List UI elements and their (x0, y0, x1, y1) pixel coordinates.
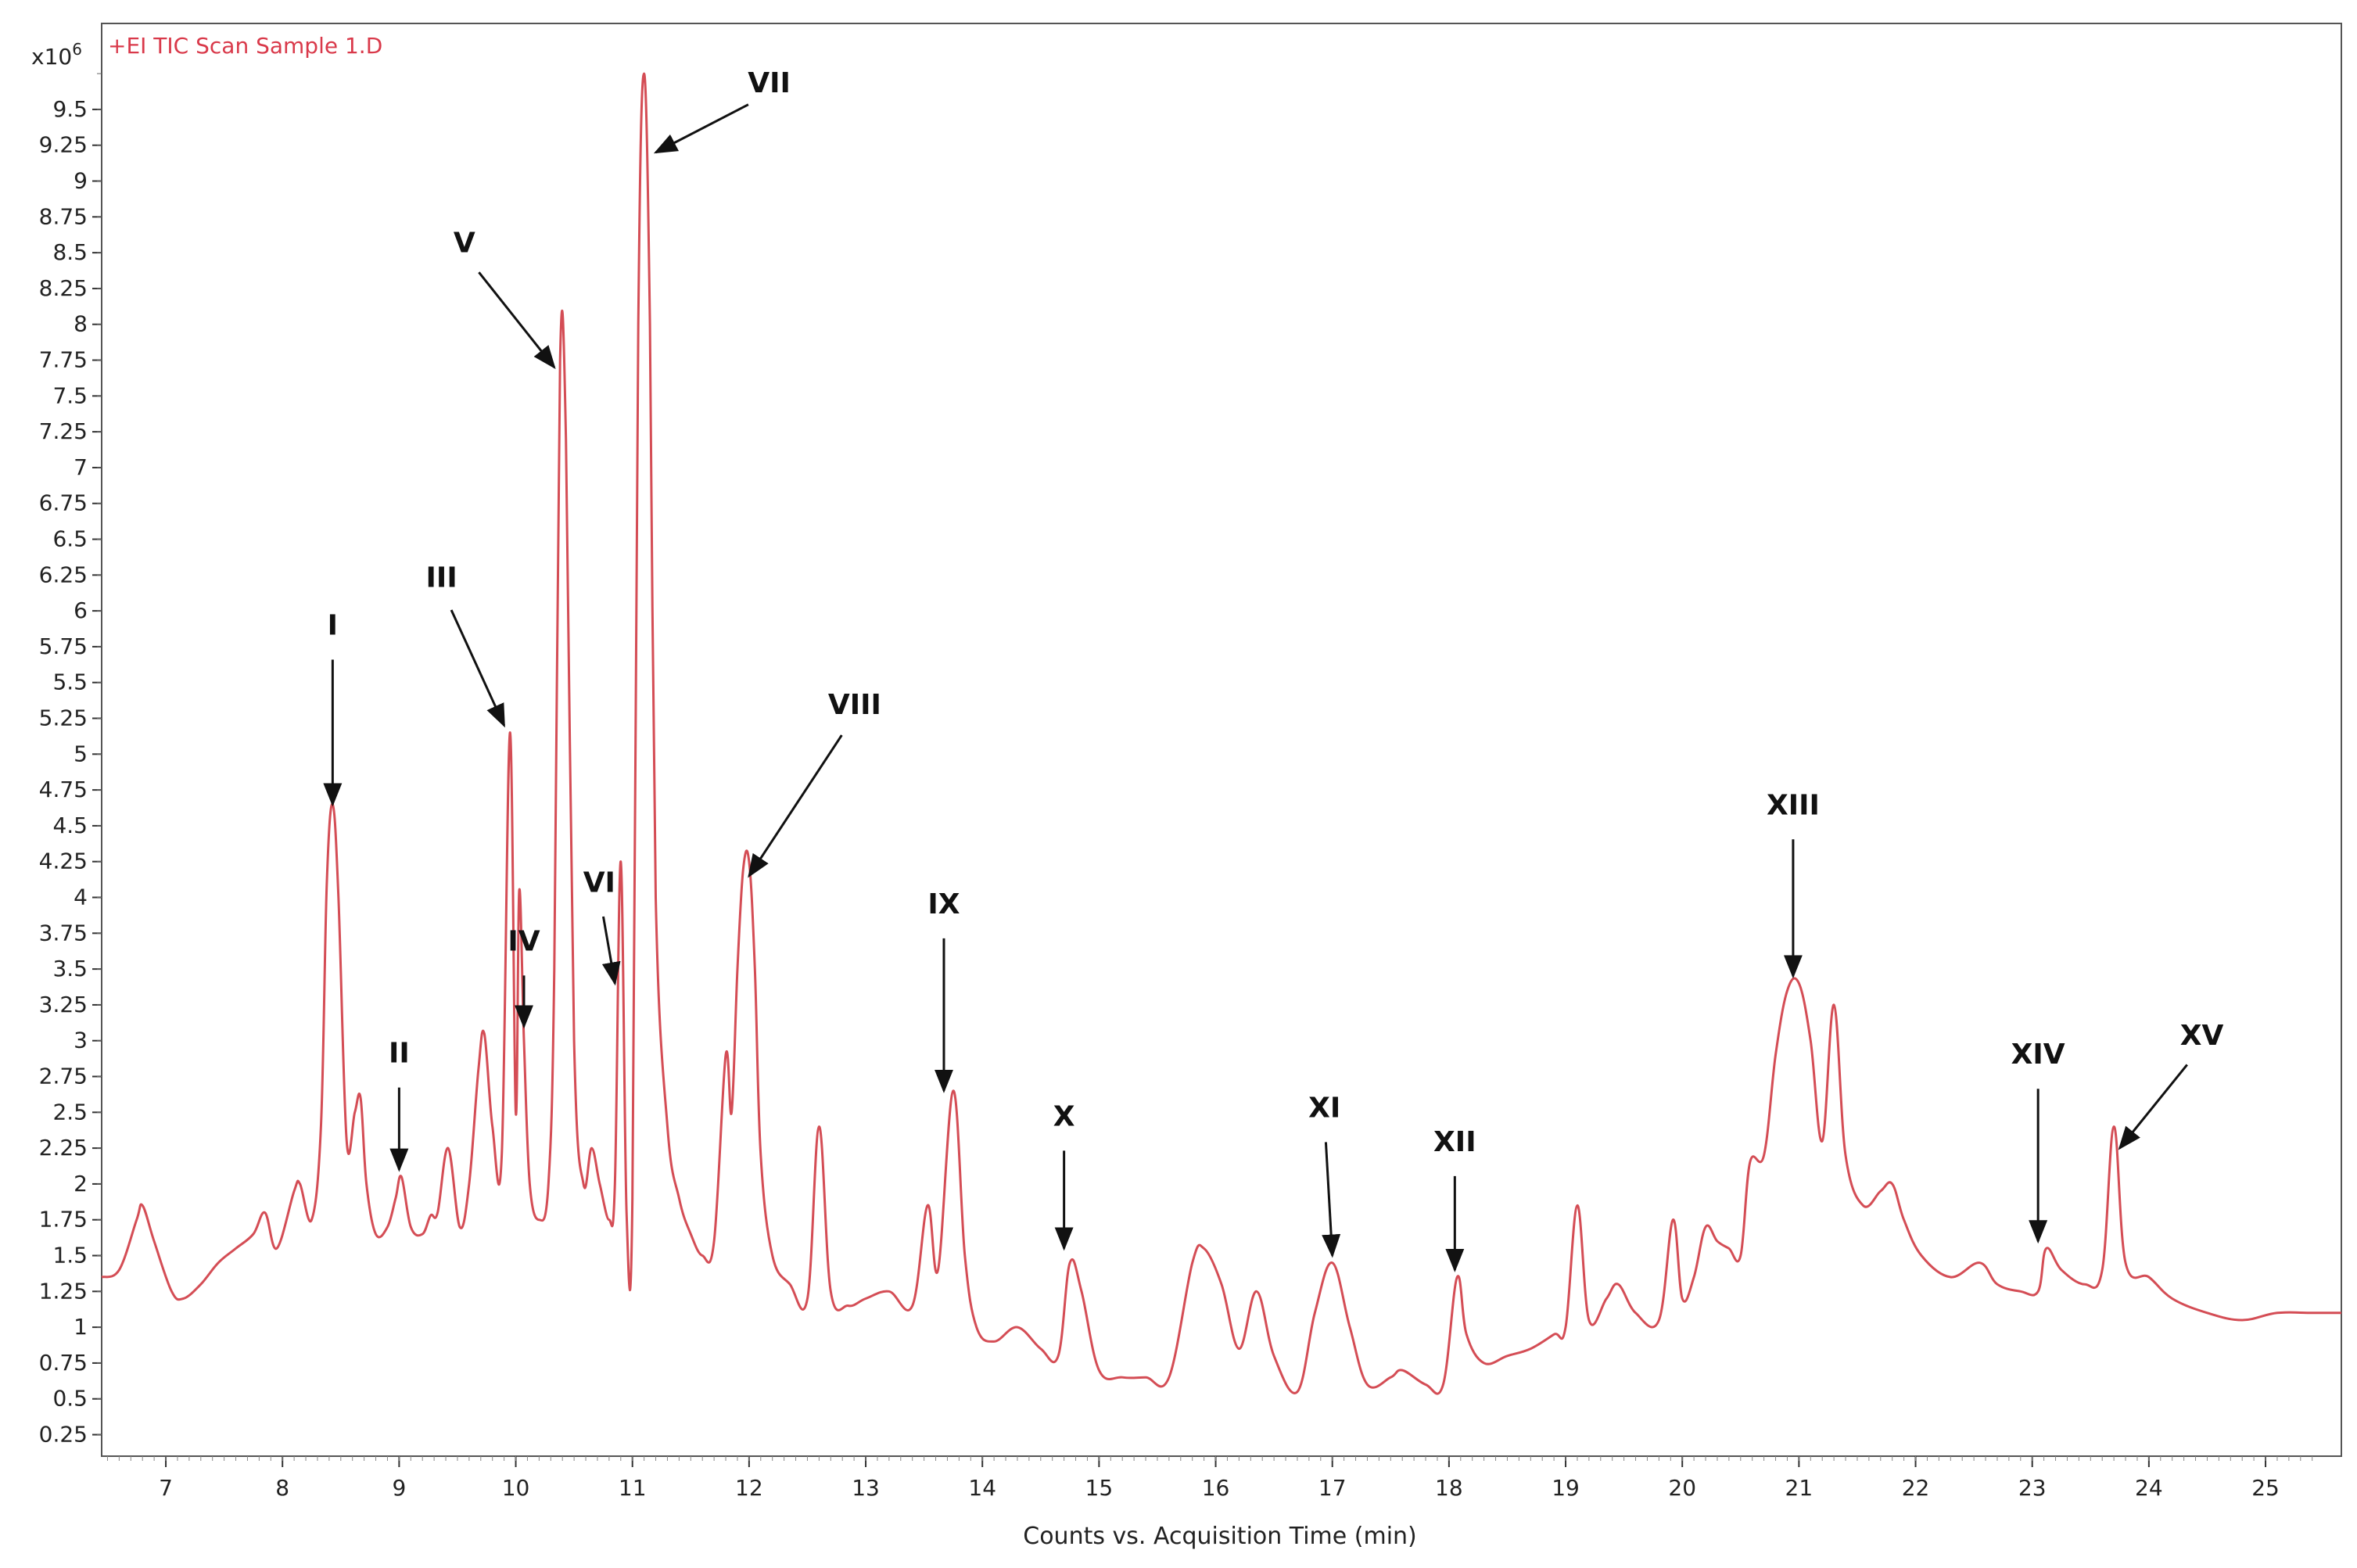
data-layer (101, 72, 2341, 1395)
y-tick-label: 3 (74, 1028, 88, 1053)
x-tick-label: 14 (968, 1475, 996, 1501)
y-tick-label: 8.75 (39, 203, 88, 229)
peak-label: XII (1433, 1126, 1476, 1158)
peak-arrow (450, 609, 505, 728)
peak-label: X (1053, 1100, 1075, 1132)
peak-label: II (389, 1038, 410, 1070)
y-tick-label: 3.75 (39, 920, 88, 945)
peak-label: XIII (1767, 789, 1820, 821)
x-tick-label: 18 (1435, 1475, 1463, 1501)
x-tick-label: 15 (1085, 1475, 1114, 1501)
y-tick-label: 1.5 (52, 1243, 88, 1268)
y-tick-label: 7.25 (39, 418, 88, 444)
y-tick-label: 7 (74, 454, 88, 480)
x-tick-label: 7 (159, 1475, 173, 1501)
y-tick-label: 6.75 (39, 490, 88, 516)
y-multiplier-exponent: 6 (72, 40, 82, 59)
x-tick-label: 11 (619, 1475, 647, 1501)
y-tick-label: 2.75 (39, 1064, 88, 1089)
y-tick-label: 2 (74, 1171, 88, 1197)
plot-frame (101, 23, 2342, 1457)
y-tick-label: 5.75 (39, 633, 88, 659)
y-tick-label: 4.5 (52, 813, 88, 838)
y-tick-label: 8.5 (52, 239, 88, 265)
y-tick-label: 5 (74, 741, 88, 766)
y-tick-label: 3.5 (52, 956, 88, 981)
x-tick-label: 16 (1202, 1475, 1230, 1501)
y-tick-label: 6.5 (52, 526, 88, 552)
y-tick-label: 4 (74, 884, 88, 910)
y-tick-label: 9 (74, 168, 88, 194)
peak-label: VII (748, 67, 791, 99)
x-tick-label: 22 (1902, 1475, 1930, 1501)
y-tick-label: 8 (74, 311, 88, 337)
y-tick-label: 2.25 (39, 1135, 88, 1161)
peak-label: XI (1308, 1093, 1340, 1125)
y-multiplier: x106 (31, 40, 82, 70)
y-tick-label: 6.25 (39, 562, 88, 587)
y-tick-label: 1.75 (39, 1207, 88, 1233)
peak-label: IV (508, 925, 540, 957)
y-tick-label: 6 (74, 597, 88, 623)
x-tick-label: 20 (1668, 1475, 1696, 1501)
y-multiplier-base: x10 (31, 44, 72, 70)
y-tick-label: 1 (74, 1314, 88, 1340)
peak-arrow (601, 916, 621, 986)
peak-label: III (426, 562, 457, 594)
peak-label: XV (2180, 1020, 2224, 1052)
peak-arrow (2118, 1064, 2188, 1150)
x-tick-label: 12 (735, 1475, 763, 1501)
y-tick-label: 5.25 (39, 705, 88, 731)
peak-arrow (653, 103, 749, 154)
x-tick-label: 24 (2135, 1475, 2163, 1501)
x-tick-label: 25 (2251, 1475, 2280, 1501)
peak-arrow (478, 271, 556, 370)
y-tick-label: 1.25 (39, 1278, 88, 1304)
x-tick-label: 13 (852, 1475, 880, 1501)
y-tick-label: 7.5 (52, 382, 88, 408)
y-tick-label: 0.5 (52, 1386, 88, 1412)
trace-title: +EI TIC Scan Sample 1.D (108, 33, 382, 59)
x-tick-label: 19 (1552, 1475, 1580, 1501)
axes-layer: 0.25 0.5 0.75 1 1.25 1.5 1.75 2 2.25 2.5 2.75 3 3.25… (39, 23, 2342, 1501)
peak-arrow (1322, 1142, 1341, 1258)
peak-label: I (328, 609, 338, 641)
x-tick-label: 23 (2018, 1475, 2047, 1501)
y-tick-label: 4.25 (39, 849, 88, 874)
y-tick-label: 7.75 (39, 347, 88, 373)
peak-label: XIV (2011, 1039, 2065, 1071)
x-tick-label: 8 (275, 1475, 289, 1501)
y-tick-label: 8.25 (39, 275, 88, 301)
peak-label: VI (583, 867, 615, 899)
x-tick-label: 10 (502, 1475, 530, 1501)
peak-arrow (748, 734, 843, 878)
y-tick-label: 5.5 (52, 669, 88, 695)
y-tick-label: 9.5 (52, 96, 88, 122)
y-tick-label: 2.5 (52, 1099, 88, 1125)
peak-label: IX (927, 888, 960, 920)
y-tick-label: 0.25 (39, 1422, 88, 1448)
y-tick-label: 4.75 (39, 777, 88, 802)
x-axis-title: Counts vs. Acquisition Time (min) (1023, 1523, 1417, 1550)
x-tick-label: 9 (392, 1475, 406, 1501)
tic-trace-line (101, 72, 2341, 1395)
x-tick-label: 17 (1318, 1475, 1347, 1501)
y-tick-label: 3.25 (39, 992, 88, 1017)
y-tick-label: 9.25 (39, 132, 88, 158)
peak-label: VIII (828, 689, 881, 721)
x-tick-label: 21 (1785, 1475, 1813, 1501)
peak-label: V (454, 228, 475, 260)
y-tick-label: 0.75 (39, 1350, 88, 1376)
